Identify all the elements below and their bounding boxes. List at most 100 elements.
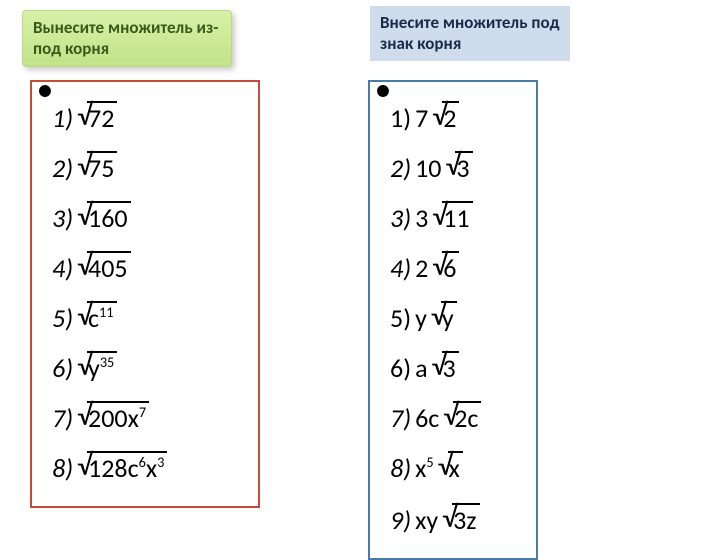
paren: ) [403,444,411,492]
paren: ) [65,394,73,442]
problem-row: 3)√160 [52,194,242,244]
problem-row: 1)√72 [52,94,242,144]
radical: √3 [445,144,472,188]
problem-row: 5)√c11 [52,294,242,344]
coefficient: a [415,344,427,392]
problem-number: 9 [390,496,403,544]
problem-number: 7 [52,394,65,442]
radicand: 75 [87,151,117,183]
radical: √6 [432,244,459,288]
radical: √3z [442,496,479,540]
paren: ) [65,144,73,192]
problem-row: 7)6c√2c [390,394,520,444]
radicand: 3 [442,351,459,383]
radicand: 160 [87,201,131,233]
coefficient: 6c [415,394,439,442]
radical: √c11 [77,294,116,338]
radicand: y [441,301,457,333]
radical: √160 [77,194,131,238]
problem-number: 4 [52,244,65,292]
problem-row: 9)xy√3z [390,496,520,546]
radicand: 128c6x3 [87,451,167,487]
problem-number: 7 [390,394,403,442]
header-right: Внесите множитель под знак корня [370,6,570,61]
problem-row: 3)3√11 [390,194,520,244]
radical: √75 [77,144,117,188]
coefficient: xy [415,496,438,544]
problem-row: 4)2√6 [390,244,520,294]
problem-number: 5 [52,294,65,342]
paren: ) [403,344,411,392]
problem-row: 5)y√y [390,294,520,344]
problem-number: 3 [52,194,65,242]
paren: ) [403,244,411,292]
problem-row: 8)x5√x [390,444,520,496]
problem-row: 2)10√3 [390,144,520,194]
paren: ) [65,344,73,392]
radical: √128c6x3 [77,444,167,488]
problems-left: • 1)√722)√753)√1604)√4055)√c116)√y357)√2… [30,80,260,508]
problem-number: 6 [390,344,403,392]
coefficient: y [415,294,427,342]
radical: √405 [77,244,131,288]
coefficient: 2 [415,244,428,292]
coefficient: x5 [415,444,434,496]
radicand: 3z [452,503,479,535]
bullet-left: • [38,72,52,107]
radical: √x [438,444,463,488]
radical: √72 [77,94,117,138]
radicand: 72 [87,101,117,133]
problem-number: 1 [52,94,65,142]
problem-number: 5 [390,294,403,342]
radicand: 405 [87,251,131,283]
radicand: 200x7 [87,401,149,437]
radical: √11 [432,194,472,238]
coefficient: 3 [415,194,428,242]
paren: ) [403,94,411,142]
problem-row: 2)√75 [52,144,242,194]
radicand: c11 [87,301,117,337]
radicand: y35 [87,351,117,387]
problem-number: 2 [390,144,403,192]
coefficient: 7 [415,94,428,142]
paren: ) [65,244,73,292]
problem-row: 6)√y35 [52,344,242,394]
radical: √y35 [77,344,117,388]
radical: √2 [432,94,459,138]
radical: √3 [432,344,459,388]
radicand: 6 [442,251,459,283]
problem-number: 2 [52,144,65,192]
paren: ) [403,144,411,192]
problem-number: 8 [52,444,65,492]
problem-row: 4)√405 [52,244,242,294]
problem-row: 7)√200x7 [52,394,242,444]
problem-row: 8)√128c6x3 [52,444,242,494]
radical: √2c [443,394,481,438]
radicand: 2c [453,401,481,433]
radical: √200x7 [77,394,149,438]
bullet-right: • [376,72,390,107]
problem-number: 3 [390,194,403,242]
problem-number: 1 [390,94,403,142]
paren: ) [403,294,411,342]
problems-left-list: 1)√722)√753)√1604)√4055)√c116)√y357)√200… [52,94,242,494]
radical: √y [431,294,457,338]
problem-row: 6)a√3 [390,344,520,394]
problem-number: 6 [52,344,65,392]
paren: ) [403,194,411,242]
paren: ) [65,94,73,142]
header-left: Вынесите множитель из-под корня [22,10,232,67]
problem-number: 4 [390,244,403,292]
paren: ) [403,496,411,544]
paren: ) [65,194,73,242]
problem-number: 8 [390,444,403,492]
problem-row: 1)7√2 [390,94,520,144]
problems-right: • 1)7√22)10√33)3√114)2√65)y√y6)a√37)6c√2… [368,80,538,560]
paren: ) [65,444,73,492]
problems-right-list: 1)7√22)10√33)3√114)2√65)y√y6)a√37)6c√2c8… [390,94,520,546]
radicand: 3 [455,151,472,183]
radicand: x [448,451,463,483]
paren: ) [65,294,73,342]
coefficient: 10 [415,144,441,192]
radicand: 11 [442,201,472,233]
